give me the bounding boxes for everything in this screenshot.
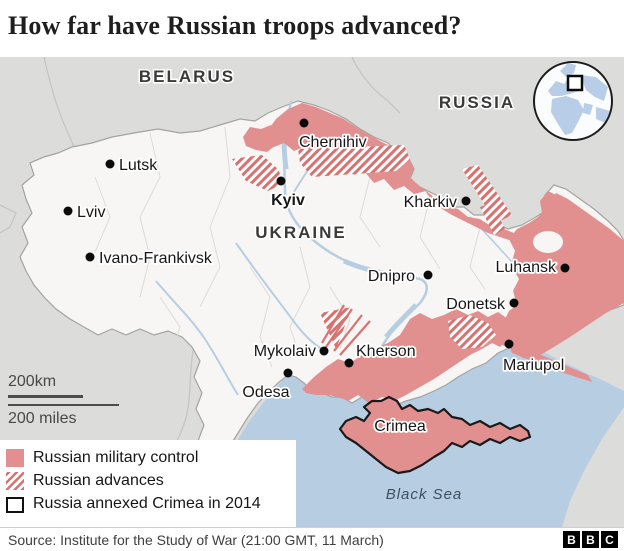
- page-title: How far have Russian troops advanced?: [8, 11, 462, 40]
- russian-control-east: [497, 193, 624, 357]
- city-dot-kharkiv: [461, 196, 471, 206]
- russia-corner-land: [562, 407, 624, 527]
- bbc-logo-block-1: B: [563, 531, 580, 548]
- city-label-mariupol: Mariupol: [503, 357, 564, 374]
- city-label-kharkiv: Kharkiv: [404, 194, 457, 211]
- scale-miles-label: 200 miles: [8, 410, 77, 427]
- scale-bar: 200km 200 miles: [8, 373, 119, 427]
- city-dot-luhansk: [560, 263, 570, 273]
- bbc-logo-block-3: C: [601, 531, 618, 548]
- crimea-outline: [338, 395, 532, 475]
- scale-km-line: [8, 395, 83, 398]
- city-label-ivano-frankivsk: Ivano-Frankivsk: [99, 250, 213, 267]
- country-label-russia: RUSSIA: [439, 93, 515, 112]
- city-markers: [63, 118, 570, 378]
- legend-row-advances: Russian advances: [6, 472, 290, 490]
- legend-row-crimea: Russia annexed Crimea in 2014: [6, 495, 290, 513]
- city-dot-donetsk: [509, 298, 519, 308]
- map-legend: Russian military control Russian advance…: [0, 440, 296, 527]
- bbc-logo-block-2: B: [582, 531, 599, 548]
- scale-km-label: 200km: [8, 373, 57, 390]
- sea-label: Black Sea: [386, 486, 463, 503]
- unheld-pocket-luhansk: [533, 231, 563, 253]
- city-dot-lutsk: [105, 159, 115, 169]
- city-label-lviv: Lviv: [77, 204, 105, 221]
- legend-row-control: Russian military control: [6, 449, 290, 467]
- city-label-luhansk: Luhansk: [496, 259, 557, 276]
- city-label-dnipro: Dnipro: [368, 268, 415, 285]
- city-label-chernihiv: Chernihiv: [299, 134, 367, 151]
- legend-label-crimea: Russia annexed Crimea in 2014: [33, 495, 261, 512]
- footer-bar: Source: Institute for the Study of War (…: [0, 527, 624, 551]
- country-label-ukraine: UKRAINE: [255, 223, 346, 242]
- bbc-logo: B B C: [563, 531, 618, 548]
- russian-control-border-strip: [424, 189, 558, 241]
- city-label-kyiv: Kyiv: [271, 192, 305, 209]
- city-label-lutsk: Lutsk: [119, 157, 158, 174]
- city-label-donetsk: Donetsk: [446, 296, 506, 313]
- country-label-belarus: BELARUS: [139, 67, 235, 86]
- legend-label-control: Russian military control: [33, 449, 199, 466]
- city-dot-lviv: [63, 206, 73, 216]
- russian-control-azov-strip: [509, 346, 592, 382]
- globe-location-marker: [566, 74, 584, 92]
- map-canvas: BELARUS RUSSIA UKRAINE Chernihiv: [0, 57, 624, 527]
- legend-swatch-control: [6, 449, 24, 467]
- city-label-kherson: Kherson: [356, 343, 416, 360]
- city-labels: Chernihiv Lutsk Kyiv Kharkiv Lviv Ivano-…: [75, 132, 566, 437]
- legend-label-advances: Russian advances: [33, 472, 164, 489]
- city-dot-chernihiv: [299, 118, 309, 128]
- russian-advance-areas: [232, 145, 512, 349]
- russia-azov-land: [548, 305, 624, 369]
- city-dot-odesa: [283, 368, 293, 378]
- advance-lines-mykolaiv: [321, 304, 371, 356]
- legend-swatch-advances: [6, 472, 24, 490]
- scale-miles-line: [8, 403, 119, 406]
- source-text: Source: Institute for the Study of War (…: [8, 531, 384, 548]
- russian-control-kyiv-nw: [243, 125, 279, 152]
- locator-globe-icon: [533, 61, 613, 141]
- city-dot-dnipro: [423, 270, 433, 280]
- unheld-pocket-donetsk: [478, 287, 514, 311]
- ukraine-landmass: [19, 100, 624, 476]
- city-dot-mariupol: [504, 339, 514, 349]
- legend-swatch-crimea: [6, 496, 24, 513]
- oblast-borders: [94, 126, 491, 368]
- city-dot-kyiv: [276, 176, 286, 186]
- city-dot-ivano-frankivsk: [85, 252, 95, 262]
- city-label-odesa: Odesa: [242, 384, 289, 401]
- city-dot-kherson: [344, 358, 354, 368]
- ukraine-map: BELARUS RUSSIA UKRAINE Chernihiv: [0, 57, 624, 527]
- city-label-crimea: Crimea: [374, 418, 426, 435]
- city-dot-mykolaiv: [319, 346, 329, 356]
- city-label-mykolaiv: Mykolaiv: [254, 343, 316, 360]
